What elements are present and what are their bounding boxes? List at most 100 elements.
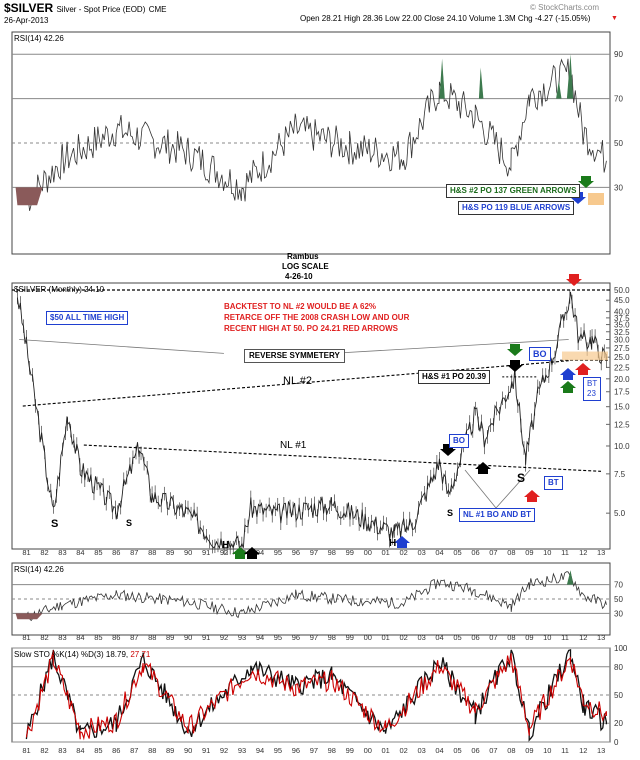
year-tick-label: 92 bbox=[220, 548, 228, 557]
stoch-panel bbox=[11, 647, 611, 743]
year-tick-label: 05 bbox=[453, 746, 461, 755]
backtest-note-2: RETARCE OFF THE 2008 CRASH LOW AND OUR bbox=[224, 313, 410, 322]
year-tick-label: 99 bbox=[346, 746, 354, 755]
year-tick-label: 10 bbox=[543, 746, 551, 755]
year-tick-label: 87 bbox=[130, 548, 138, 557]
price-tick-label: 32.5 bbox=[614, 328, 630, 337]
year-tick-label: 94 bbox=[256, 548, 264, 557]
blue-arrow-up-icon bbox=[560, 368, 576, 380]
red-arrow-up-icon bbox=[575, 363, 591, 375]
blue-arrow-up-icon bbox=[394, 536, 410, 548]
nl2-label: NL #2 bbox=[283, 375, 312, 387]
year-tick-label: 89 bbox=[166, 746, 174, 755]
orange-zone-price bbox=[562, 351, 608, 361]
year-tick-label: 95 bbox=[274, 548, 282, 557]
year-tick-label: 08 bbox=[507, 746, 515, 755]
hs-blue-box: H&S PO 119 BLUE ARROWS bbox=[458, 201, 575, 215]
year-tick-label: 97 bbox=[310, 548, 318, 557]
year-tick-label: 89 bbox=[166, 633, 174, 642]
year-tick-label: 85 bbox=[94, 548, 102, 557]
year-tick-label: 96 bbox=[292, 633, 300, 642]
year-tick-label: 04 bbox=[435, 633, 443, 642]
rsi-top-tick-label: 30 bbox=[614, 183, 623, 192]
year-tick-label: 08 bbox=[507, 633, 515, 642]
s-left-big-label: S bbox=[51, 518, 59, 530]
year-tick-label: 93 bbox=[238, 633, 246, 642]
nl1-label: NL #1 bbox=[280, 440, 307, 451]
header-line: $SILVER Silver - Spot Price (EOD) CME bbox=[4, 1, 167, 17]
neckline-1 bbox=[83, 444, 602, 472]
year-tick-label: 94 bbox=[256, 746, 264, 755]
black-arrow-up-icon bbox=[244, 547, 260, 559]
year-tick-label: 90 bbox=[184, 633, 192, 642]
price-tick-label: 15.0 bbox=[614, 403, 630, 412]
exchange: CME bbox=[148, 5, 167, 14]
chg-down-icon: ▼ bbox=[611, 15, 618, 22]
stoch-tick-label: 80 bbox=[614, 663, 623, 672]
bt2-box: BT 23 bbox=[583, 377, 602, 401]
year-tick-label: 93 bbox=[238, 746, 246, 755]
year-tick-label: 02 bbox=[399, 746, 407, 755]
year-tick-label: 09 bbox=[525, 746, 533, 755]
rsi-overbought-fill bbox=[439, 58, 445, 99]
h-1993-label: H bbox=[222, 540, 230, 551]
price-tick-label: 20.0 bbox=[614, 375, 630, 384]
year-tick-label: 06 bbox=[471, 746, 479, 755]
price-tick-label: 7.5 bbox=[614, 470, 626, 479]
rsi-bottom-tick-label: 50 bbox=[614, 595, 623, 604]
stoch-tick-label: 50 bbox=[614, 691, 623, 700]
stoch-tick-label: 20 bbox=[614, 719, 623, 728]
year-tick-label: 06 bbox=[471, 548, 479, 557]
year-tick-label: 04 bbox=[435, 548, 443, 557]
year-tick-label: 95 bbox=[274, 633, 282, 642]
rsi-top-label: RSI(14) 42.26 bbox=[14, 34, 64, 43]
year-tick-label: 90 bbox=[184, 548, 192, 557]
year-tick-label: 98 bbox=[328, 633, 336, 642]
series-layer bbox=[15, 54, 608, 742]
year-tick-label: 84 bbox=[76, 746, 84, 755]
year-tick-label: 07 bbox=[489, 548, 497, 557]
year-tick-label: 09 bbox=[525, 633, 533, 642]
callout-line bbox=[464, 469, 497, 509]
price-label: $SILVER (Monthly) 24.10 bbox=[14, 285, 105, 294]
year-tick-label: 82 bbox=[40, 633, 48, 642]
symbol: $SILVER bbox=[4, 1, 54, 15]
title-date: 4-26-10 bbox=[285, 272, 313, 281]
year-tick-label: 02 bbox=[399, 548, 407, 557]
year-tick-label: 94 bbox=[256, 633, 264, 642]
year-tick-label: 13 bbox=[597, 548, 605, 557]
year-tick-label: 05 bbox=[453, 633, 461, 642]
year-tick-label: 85 bbox=[94, 633, 102, 642]
year-tick-label: 09 bbox=[525, 548, 533, 557]
price-tick-label: 12.5 bbox=[614, 420, 630, 429]
year-tick-label: 81 bbox=[22, 633, 30, 642]
orange-zone-rsi bbox=[588, 193, 604, 205]
rsi-overbought-fill bbox=[478, 67, 484, 99]
year-tick-label: 12 bbox=[579, 633, 587, 642]
year-tick-label: 99 bbox=[346, 633, 354, 642]
price-tick-label: 30.0 bbox=[614, 336, 630, 345]
bo2-box: BO bbox=[529, 347, 551, 361]
year-tick-label: 01 bbox=[382, 746, 390, 755]
year-tick-label: 11 bbox=[561, 633, 569, 642]
stoch-d-line bbox=[25, 650, 607, 741]
hs2-box: H&S #2 PO 137 GREEN ARROWS bbox=[446, 184, 581, 198]
year-tick-label: 87 bbox=[130, 746, 138, 755]
year-tick-label: 04 bbox=[435, 746, 443, 755]
year-tick-label: 90 bbox=[184, 746, 192, 755]
year-tick-label: 92 bbox=[220, 746, 228, 755]
price-tick-label: 5.0 bbox=[614, 509, 626, 518]
year-tick-label: 88 bbox=[148, 746, 156, 755]
price-tick-label: 35.0 bbox=[614, 321, 630, 330]
year-tick-label: 10 bbox=[543, 633, 551, 642]
hs1-box: H&S #1 PO 20.39 bbox=[418, 370, 491, 384]
stoch-tick-label: 0 bbox=[614, 738, 619, 747]
year-tick-label: 89 bbox=[166, 548, 174, 557]
year-tick-label: 10 bbox=[543, 548, 551, 557]
year-tick-label: 91 bbox=[202, 633, 210, 642]
title-rambus: Rambus bbox=[287, 252, 319, 261]
year-tick-label: 81 bbox=[22, 548, 30, 557]
price-tick-label: 45.0 bbox=[614, 296, 630, 305]
s-right-small-label: S bbox=[447, 508, 454, 518]
rsi-top-tick-label: 50 bbox=[614, 139, 623, 148]
